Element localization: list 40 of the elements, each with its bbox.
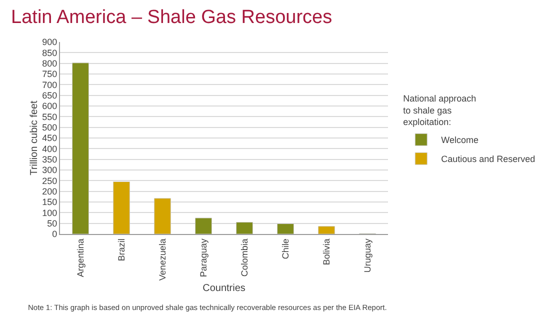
- y-tick-label: 350: [42, 154, 58, 164]
- bar: [72, 62, 89, 234]
- bar: [318, 226, 335, 234]
- x-tick-label: Paraguay: [198, 238, 208, 278]
- y-tick-label: 600: [42, 101, 58, 112]
- y-tick-label: 650: [42, 90, 58, 100]
- y-tick-label: 200: [42, 186, 58, 196]
- bar: [195, 218, 212, 234]
- y-tick-label: 750: [42, 69, 58, 80]
- legend-label: Welcome: [441, 135, 478, 146]
- y-tick-label: 100: [42, 208, 58, 218]
- bar: [277, 224, 294, 234]
- y-tick-label: 0: [52, 229, 58, 240]
- y-tick-label: 500: [42, 122, 58, 132]
- y-tick-label: 400: [42, 144, 58, 154]
- y-tick-label: 150: [42, 197, 58, 208]
- y-tick-label: 850: [42, 48, 58, 58]
- x-axis-title: Countries: [202, 283, 246, 294]
- x-tick-label: Venezuela: [157, 238, 168, 281]
- bar: [113, 181, 130, 234]
- y-tick-label: 250: [42, 176, 58, 186]
- y-tick-label: 300: [42, 165, 58, 176]
- x-tick-label: Bolivia: [321, 238, 332, 266]
- y-tick-label: 700: [42, 80, 58, 90]
- y-tick-label: 450: [42, 133, 58, 144]
- y-tick-label: 900: [42, 37, 58, 48]
- bar: [236, 222, 253, 234]
- legend-title: National approach to shale gas exploitation:: [403, 94, 476, 128]
- x-tick-label: Chile: [280, 238, 290, 260]
- x-tick-label: Argentina: [75, 238, 86, 278]
- chart-title: Latin America – Shale Gas Resources: [11, 6, 332, 28]
- y-tick-label: 50: [47, 218, 58, 228]
- x-tick-label: Uruguay: [362, 238, 372, 273]
- bar: [154, 198, 171, 234]
- x-tick-label: Colombia: [239, 238, 250, 277]
- x-tick-label: Brazil: [116, 238, 126, 262]
- y-tick-label: 550: [42, 112, 58, 122]
- y-tick-label: 800: [42, 58, 58, 68]
- legend-label: Cautious and Reserved: [441, 154, 536, 164]
- y-axis-title: Trillion cubic feet: [29, 100, 40, 176]
